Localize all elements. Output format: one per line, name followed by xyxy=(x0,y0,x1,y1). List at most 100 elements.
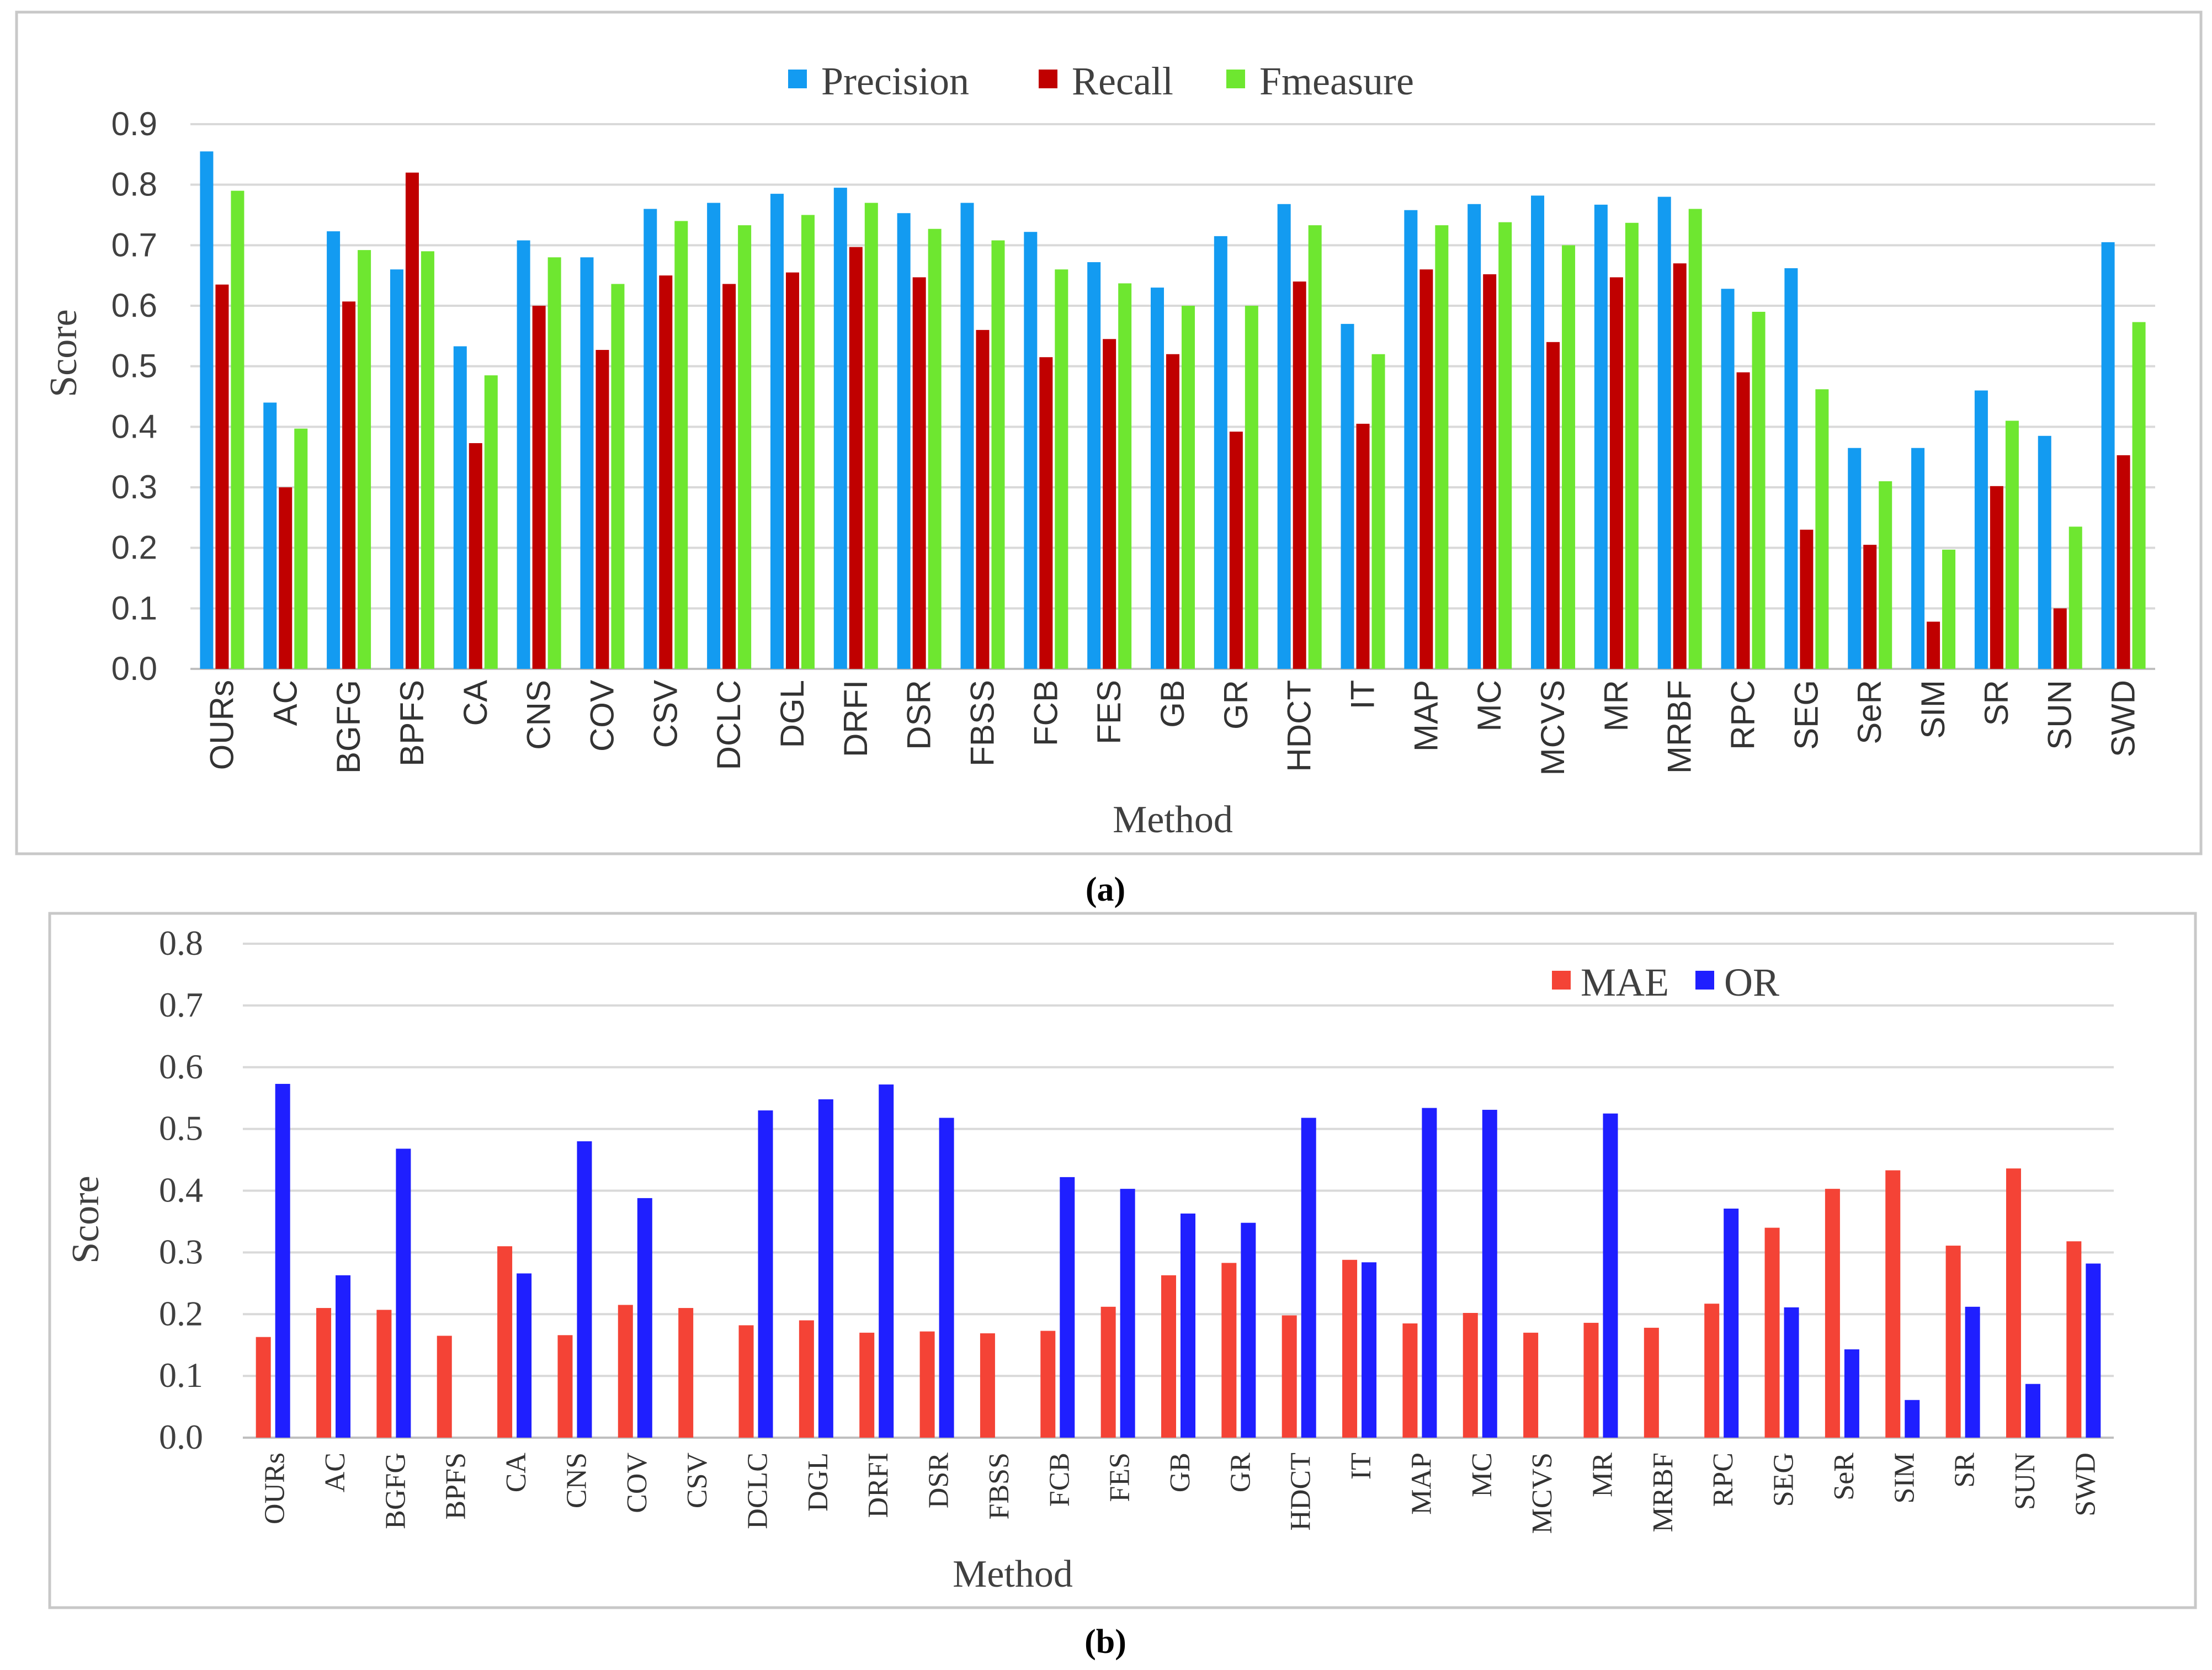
bar-or-cov xyxy=(637,1198,652,1438)
bar-fmeasure-map xyxy=(1435,225,1449,669)
chart-a-x-tick-label: SWD xyxy=(2105,680,2142,757)
bar-recall-ac xyxy=(279,487,293,669)
chart-b-x-tick-label: DRFI xyxy=(863,1453,894,1518)
chart-a-legend: Precision Recall Fmeasure xyxy=(788,59,1414,103)
chart-a-x-tick-label: OURs xyxy=(203,680,240,770)
chart-b-y-tick-label: 0.2 xyxy=(159,1294,203,1333)
bar-fmeasure-fcb xyxy=(1055,269,1068,669)
chart-b-x-tick-label: SR xyxy=(1949,1453,1981,1488)
bar-recall-sun xyxy=(2053,608,2067,669)
bar-precision-fbss xyxy=(960,203,974,669)
bar-or-dgl xyxy=(818,1099,833,1438)
chart-b-x-tick-label: SEG xyxy=(1768,1453,1800,1507)
chart-a-y-tick-label: 0.2 xyxy=(111,529,157,566)
chart-a-bars xyxy=(200,151,2146,669)
chart-b: 0.0 0.1 0.2 0.3 0.4 0.5 0.6 0.7 0.8 OURs AC BGFG BP… xyxy=(48,912,2197,1609)
chart-b-y-ticks: 0.0 0.1 0.2 0.3 0.4 0.5 0.6 0.7 0.8 xyxy=(159,923,203,1456)
bar-recall-bpfs xyxy=(405,172,419,669)
bar-or-gb xyxy=(1181,1213,1195,1438)
chart-b-x-tick-label: DCLC xyxy=(742,1453,774,1529)
bar-precision-ca xyxy=(453,346,467,669)
bar-mae-ca xyxy=(497,1246,513,1438)
chart-a-x-tick-label: MRBF xyxy=(1661,680,1698,774)
chart-a-x-tick-label: DRFI xyxy=(837,680,874,757)
bar-mae-bpfs xyxy=(437,1336,452,1438)
bar-or-dclc xyxy=(758,1110,773,1438)
bar-recall-drfi xyxy=(849,247,863,669)
bar-or-mr xyxy=(1603,1113,1618,1438)
chart-a-y-tick-label: 0.7 xyxy=(111,226,157,263)
chart-b-x-tick-label: DGL xyxy=(802,1453,834,1512)
chart-b-y-tick-label: 0.7 xyxy=(159,985,203,1024)
bar-fmeasure-hdct xyxy=(1308,225,1322,669)
bar-mae-sim xyxy=(1885,1170,1901,1438)
chart-a-x-tick-label: BGFG xyxy=(330,680,367,774)
chart-a-x-tick-label: MAP xyxy=(1407,680,1444,752)
bar-or-hdct xyxy=(1301,1118,1316,1438)
chart-b-x-tick-label: OURs xyxy=(259,1453,291,1524)
bar-mae-gb xyxy=(1161,1275,1176,1438)
chart-b-x-ticks: OURs AC BGFG BPFS CA CNS COV CSV DCLC DGL DRFI DSR F… xyxy=(259,1453,2102,1534)
legend-swatch-mae xyxy=(1552,971,1571,990)
bar-recall-fcb xyxy=(1039,357,1053,669)
bar-precision-map xyxy=(1404,210,1418,669)
chart-b-x-tick-label: DSR xyxy=(923,1453,955,1508)
bar-recall-dclc xyxy=(722,284,736,669)
chart-b-x-tick-label: MCVS xyxy=(1527,1453,1558,1534)
bar-fmeasure-seg xyxy=(1815,389,1829,669)
bar-recall-hdct xyxy=(1293,281,1306,669)
bar-recall-ca xyxy=(469,443,482,669)
legend-label-recall: Recall xyxy=(1072,59,1173,103)
chart-b-gridlines xyxy=(243,943,2114,1439)
bar-precision-sr xyxy=(1974,390,1988,669)
bar-or-it xyxy=(1362,1262,1377,1438)
bar-mae-seg xyxy=(1764,1227,1780,1438)
bar-fmeasure-rpc xyxy=(1752,311,1766,669)
chart-b-x-tick-label: HDCT xyxy=(1285,1453,1317,1531)
bar-or-ours xyxy=(275,1083,290,1438)
bar-precision-csv xyxy=(644,209,657,669)
bar-or-mc xyxy=(1482,1109,1497,1438)
bar-precision-it xyxy=(1341,323,1354,669)
bar-fmeasure-mrbf xyxy=(1688,209,1702,669)
chart-a: 0.0 0.1 0.2 0.3 0.4 0.5 0.6 0.7 0.8 0.9 OURs AC BGF… xyxy=(15,10,2203,855)
bar-fmeasure-gb xyxy=(1182,306,1195,669)
bar-fmeasure-ser xyxy=(1879,481,1892,669)
chart-a-x-tick-label: MC xyxy=(1471,680,1508,731)
bar-recall-cov xyxy=(595,350,609,669)
chart-b-x-tick-label: MRBF xyxy=(1647,1453,1679,1533)
chart-b-x-tick-label: SeR xyxy=(1828,1453,1860,1501)
chart-a-x-tick-label: RPC xyxy=(1725,680,1762,750)
chart-b-y-tick-label: 0.1 xyxy=(159,1355,203,1395)
bar-precision-ser xyxy=(1848,448,1862,669)
chart-a-y-tick-label: 0.9 xyxy=(111,105,157,142)
bar-or-rpc xyxy=(1724,1208,1739,1438)
bar-mae-sun xyxy=(2006,1168,2021,1438)
bar-mae-ser xyxy=(1825,1189,1840,1438)
chart-b-y-tick-label: 0.6 xyxy=(159,1047,203,1086)
bar-mae-it xyxy=(1342,1259,1358,1438)
chart-a-y-tick-label: 0.4 xyxy=(111,408,157,445)
chart-a-caption: (a) xyxy=(1086,871,1125,908)
bar-fmeasure-ac xyxy=(294,428,308,669)
bar-recall-bgfg xyxy=(342,301,356,669)
bar-mae-dclc xyxy=(738,1325,754,1438)
chart-a-x-tick-label: FBSS xyxy=(964,680,1001,767)
chart-a-x-tick-label: DSR xyxy=(901,680,938,750)
bar-or-ca xyxy=(517,1273,532,1438)
chart-a-x-tick-label: AC xyxy=(267,680,304,726)
chart-a-x-tick-label: SR xyxy=(1978,680,2015,726)
chart-a-x-ticks: OURs AC BGFG BPFS CA CNS COV CSV DCLC DGL DRFI DSR F… xyxy=(203,680,2141,775)
chart-a-x-tick-label: MCVS xyxy=(1534,680,1571,775)
bar-mae-mc xyxy=(1463,1313,1478,1438)
legend-label-fmeasure: Fmeasure xyxy=(1259,59,1414,103)
chart-b-x-tick-label: MAP xyxy=(1406,1453,1437,1515)
bar-precision-mcvs xyxy=(1531,195,1545,669)
bar-mae-bgfg xyxy=(376,1310,392,1438)
bar-or-gr xyxy=(1241,1222,1256,1438)
bar-precision-cov xyxy=(580,257,594,669)
bar-precision-bpfs xyxy=(390,269,403,669)
bar-recall-seg xyxy=(1800,529,1814,669)
bar-fmeasure-bgfg xyxy=(358,250,371,669)
chart-b-x-tick-label: MR xyxy=(1587,1453,1618,1497)
